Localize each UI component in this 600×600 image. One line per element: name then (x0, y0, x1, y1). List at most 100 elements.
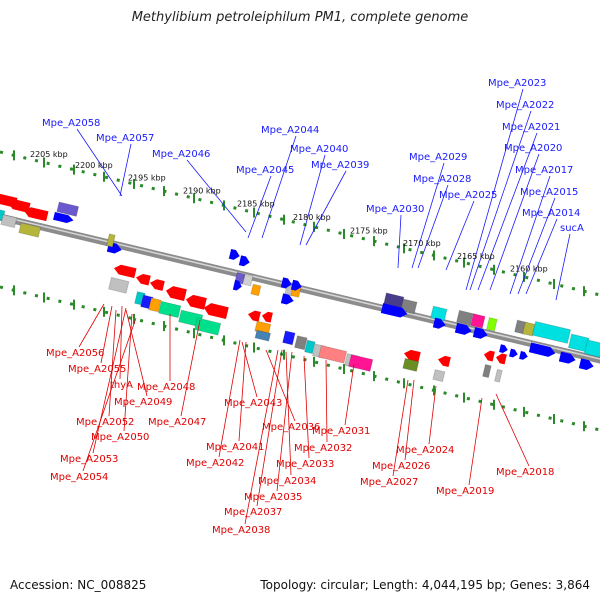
gene-label: Mpe_A2023 (488, 78, 546, 89)
forward-gene-arrow (578, 358, 594, 370)
label-leader (428, 385, 437, 445)
ruler-label: 2160 kbp (510, 265, 548, 274)
label-leader (465, 88, 524, 291)
reverse-gene-arrow (186, 294, 207, 310)
gene-block (470, 313, 486, 329)
forward-gene-arrow (53, 211, 74, 224)
gene-feature (282, 330, 296, 346)
ruler-label: 2205 kbp (30, 150, 68, 159)
forward-gene-arrow (232, 279, 242, 291)
gene-label: Mpe_A2034 (258, 476, 316, 487)
label-leader (397, 214, 402, 269)
gene-feature (578, 358, 594, 370)
label-leader (509, 175, 551, 295)
gene-label: Mpe_A2047 (148, 417, 206, 428)
reverse-gene-arrow (166, 286, 187, 302)
forward-gene-arrow (280, 277, 292, 289)
gene-block (0, 214, 18, 229)
gene-feature (280, 277, 292, 289)
reverse-gene-arrow (136, 273, 151, 286)
gene-feature (242, 273, 254, 287)
gene-feature (166, 286, 187, 302)
gene-feature (194, 317, 222, 336)
gene-label: Mpe_A2043 (224, 398, 282, 409)
gene-label: Mpe_A2035 (244, 492, 302, 503)
gene-label: Mpe_A2020 (504, 143, 562, 154)
gene-label: Mpe_A2050 (91, 432, 149, 443)
gene-block (494, 368, 503, 383)
gene-label: Mpe_A2031 (312, 426, 370, 437)
label-leader (305, 170, 347, 246)
gene-feature (262, 311, 273, 323)
reverse-gene-arrow (262, 311, 273, 323)
gene-feature (318, 344, 348, 364)
forward-gene-arrow (509, 348, 518, 358)
gene-feature (531, 320, 572, 345)
gene-label: Mpe_A2038 (212, 525, 270, 536)
gene-label: Mpe_A2019 (436, 486, 494, 497)
gene-block (254, 329, 272, 342)
gene-block (583, 339, 600, 358)
gene-block (531, 320, 572, 345)
gene-block (108, 276, 130, 294)
gene-label: Mpe_A2048 (137, 382, 195, 393)
gene-feature (228, 248, 240, 260)
forward-gene-arrow (558, 351, 576, 364)
label-leader (489, 153, 540, 291)
gene-label: Mpe_A2036 (262, 422, 320, 433)
label-leader (256, 349, 283, 507)
gene-feature (250, 283, 262, 297)
gene-label: Mpe_A2015 (520, 187, 578, 198)
label-leader (469, 110, 532, 291)
gene-feature (380, 303, 408, 318)
ruler-label: 2190 kbp (183, 187, 221, 196)
gene-feature (53, 211, 74, 224)
gene-label: Mpe_A2021 (502, 122, 560, 133)
gene-label: Mpe_A2018 (496, 467, 554, 478)
label-leader (218, 339, 241, 458)
gene-block (456, 309, 474, 326)
reverse-gene-arrow (248, 310, 261, 322)
label-leader (180, 319, 201, 417)
gene-label: Mpe_A2056 (46, 348, 104, 359)
reverse-gene-arrow (24, 207, 49, 222)
forward-gene-arrow (528, 342, 556, 357)
gene-label: sucA (560, 223, 584, 234)
gene-block (304, 339, 316, 355)
gene-label: Mpe_A2039 (311, 160, 369, 171)
gene-feature (108, 276, 130, 294)
gene-block (400, 298, 418, 315)
label-leader (325, 359, 328, 443)
label-leader (92, 307, 127, 454)
label-leader (517, 197, 556, 295)
label-leader (299, 154, 326, 246)
forward-gene-arrow (280, 293, 294, 305)
gene-label: Mpe_A2052 (76, 417, 134, 428)
gene-block (402, 357, 420, 372)
gene-block (242, 273, 254, 287)
gene-label: Mpe_A2054 (50, 472, 108, 483)
gene-feature (456, 309, 474, 326)
gene-label: Mpe_A2045 (236, 165, 294, 176)
label-leader (100, 305, 113, 364)
gene-feature (158, 300, 182, 319)
label-leader (411, 162, 445, 269)
gene-label: Mpe_A2014 (522, 208, 580, 219)
gene-block (282, 330, 296, 346)
gene-block (318, 344, 348, 364)
gene-block (194, 317, 222, 336)
gene-feature (454, 322, 472, 335)
gene-label: Mpe_A2032 (294, 443, 352, 454)
gene-label: Mpe_A2055 (68, 364, 126, 375)
forward-gene-arrow (519, 351, 528, 360)
ruler-label: 2200 kbp (75, 161, 113, 170)
label-leader (525, 218, 558, 295)
gene-label: Mpe_A2044 (261, 125, 319, 136)
gene-block (348, 353, 374, 372)
gene-feature (484, 350, 495, 362)
gene-feature (470, 313, 486, 329)
label-leader (108, 309, 117, 417)
label-leader (241, 341, 258, 398)
